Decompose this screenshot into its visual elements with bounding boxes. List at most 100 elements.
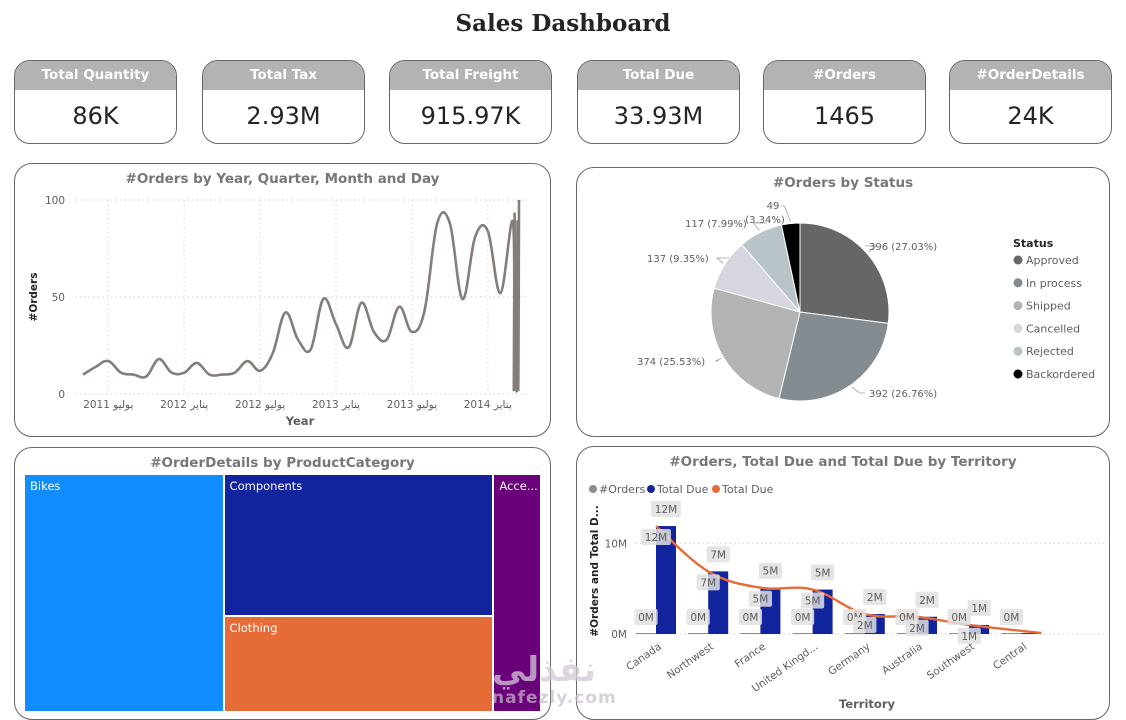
orders-data-label: 0M bbox=[690, 612, 706, 624]
y-tick-label: 10M bbox=[605, 538, 627, 550]
x-tick-label: Canada bbox=[624, 641, 664, 674]
territory-combo-chart[interactable]: #Orders Total Due Total Due 0M 10M Canada Nort… bbox=[577, 447, 1110, 720]
treemap-tile-clothing[interactable]: Clothing bbox=[224, 616, 493, 711]
treemap-title: #OrderDetails by ProductCategory bbox=[150, 455, 415, 471]
legend-item[interactable]: Total Due bbox=[656, 483, 709, 496]
orders-data-label: 0M bbox=[638, 612, 654, 624]
data-label-bg bbox=[905, 619, 929, 636]
data-label-bg bbox=[811, 564, 835, 581]
total-due-bar-label: 2M bbox=[867, 592, 883, 604]
kpi-label: Total Freight bbox=[390, 61, 551, 90]
pie-slice-shipped[interactable] bbox=[710, 287, 801, 400]
kpi-label: Total Tax bbox=[203, 61, 364, 90]
orders-by-date-panel[interactable]: #Orders by Year, Quarter, Month and Day … bbox=[14, 163, 551, 437]
combo-chart-title: #Orders, Total Due and Total Due by Terr… bbox=[669, 454, 1017, 470]
total-due-bar[interactable] bbox=[1021, 633, 1042, 634]
kpi-card-total-quantity[interactable]: Total Quantity 86K bbox=[14, 60, 177, 144]
kpi-label: Total Due bbox=[578, 61, 739, 90]
data-label-bg bbox=[915, 591, 939, 608]
kpi-card-total-tax[interactable]: Total Tax 2.93M bbox=[202, 60, 365, 144]
kpi-card-orderdetails[interactable]: #OrderDetails 24K bbox=[949, 60, 1112, 144]
kpi-value: 24K bbox=[1007, 102, 1054, 130]
orders-data-label: 0M bbox=[951, 612, 967, 624]
legend-marker-icon bbox=[1013, 255, 1023, 265]
kpi-label: #OrderDetails bbox=[950, 61, 1111, 90]
kpi-value: 2.93M bbox=[246, 102, 321, 130]
legend-item-backordered[interactable]: Backordered bbox=[1026, 368, 1095, 381]
legend-item-approved[interactable]: Approved bbox=[1026, 254, 1079, 267]
data-label-bg bbox=[947, 609, 971, 625]
data-label-bg bbox=[853, 617, 877, 634]
legend-marker-icon bbox=[1013, 346, 1023, 356]
data-label-bg bbox=[801, 592, 825, 609]
legend-item[interactable]: Total Due bbox=[721, 483, 774, 496]
legend-item-in-process[interactable]: In process bbox=[1026, 277, 1082, 290]
data-label-bg bbox=[641, 529, 671, 546]
legend-item-rejected[interactable]: Rejected bbox=[1026, 345, 1074, 358]
x-tick-label: Australia bbox=[880, 641, 925, 677]
leader-line bbox=[752, 222, 767, 231]
x-tick-label: France bbox=[733, 641, 768, 671]
legend-item-shipped[interactable]: Shipped bbox=[1026, 300, 1071, 313]
orders-bar bbox=[636, 633, 656, 634]
legend-item[interactable]: #Orders bbox=[599, 483, 645, 496]
leader-line bbox=[865, 245, 878, 253]
category-treemap[interactable]: Bikes Components Clothing Acce... bbox=[25, 475, 542, 713]
orders-due-by-territory-panel[interactable]: #Orders, Total Due and Total Due by Terr… bbox=[576, 446, 1110, 720]
total-due-bar[interactable] bbox=[656, 526, 676, 634]
orders-bar bbox=[740, 633, 761, 634]
legend-item-cancelled[interactable]: Cancelled bbox=[1026, 322, 1080, 335]
x-axis-title: Year bbox=[285, 414, 315, 428]
kpi-card-orders[interactable]: #Orders 1465 bbox=[763, 60, 926, 144]
total-due-line-label: 1M bbox=[961, 631, 977, 643]
data-label-bg bbox=[634, 609, 658, 625]
tile-label: Bikes bbox=[30, 479, 61, 493]
kpi-value: 1465 bbox=[813, 102, 876, 130]
y-tick-label: 100 bbox=[45, 195, 65, 207]
orders-pie-chart[interactable]: 396 (27.03%) 392 (26.76%) 374 (25.53%) 137 … bbox=[577, 168, 1110, 437]
treemap-tile-components[interactable]: Components bbox=[224, 475, 493, 615]
kpi-value: 33.93M bbox=[613, 102, 704, 130]
kpi-label: #Orders bbox=[764, 61, 925, 90]
orders-data-label: 0M bbox=[1004, 612, 1020, 624]
y-tick-label: 0M bbox=[611, 629, 627, 641]
legend-marker-icon bbox=[1013, 278, 1023, 288]
data-label-bg bbox=[651, 501, 681, 518]
data-label-bg bbox=[957, 627, 981, 644]
pie-slice-approved[interactable] bbox=[799, 222, 890, 324]
legend-marker-icon bbox=[1013, 323, 1023, 333]
orderdetails-by-category-panel[interactable]: #OrderDetails by ProductCategory Bikes Co… bbox=[14, 447, 551, 720]
orders-by-status-panel[interactable]: #Orders by Status 396 (27.03%) 392 (26.76… bbox=[576, 167, 1110, 437]
kpi-card-total-due[interactable]: Total Due 33.93M bbox=[577, 60, 740, 144]
orders-line-chart[interactable]: 0 50 100 يوليو 2011 يناير 2012 يوليو 2012 يناي… bbox=[15, 164, 551, 437]
tile-label: Acce... bbox=[499, 479, 538, 493]
total-due-line-label: 5M bbox=[753, 594, 769, 606]
total-due-line-label: 5M bbox=[805, 596, 821, 608]
pie-slice-backordered[interactable] bbox=[780, 222, 801, 313]
x-axis-title: Territory bbox=[839, 697, 895, 711]
x-tick-label: Southwest bbox=[925, 641, 977, 682]
treemap-tile-bikes[interactable]: Bikes bbox=[25, 475, 223, 711]
treemap-tile-accessories[interactable]: Acce... bbox=[494, 475, 540, 711]
x-tick-label: يناير 2012 bbox=[160, 399, 208, 411]
x-tick-label: يناير 2013 bbox=[312, 399, 360, 411]
leader-line bbox=[851, 386, 865, 394]
data-label-bg bbox=[967, 599, 991, 616]
orders-bar bbox=[792, 633, 813, 634]
slice-data-label: 396 (27.03%) bbox=[869, 242, 937, 253]
orders-series-line bbox=[82, 199, 521, 393]
legend-title: Status bbox=[1013, 237, 1054, 250]
total-due-bar-label: 5M bbox=[815, 568, 831, 580]
data-label-bg bbox=[863, 589, 887, 606]
x-tick-label: يناير 2014 bbox=[464, 399, 512, 411]
slice-data-label: 374 (25.53%) bbox=[637, 357, 705, 368]
tile-label: Components bbox=[229, 479, 303, 493]
orders-data-label: 0M bbox=[795, 612, 811, 624]
kpi-card-total-freight[interactable]: Total Freight 915.97K bbox=[389, 60, 552, 144]
dashboard-title: Sales Dashboard bbox=[455, 10, 671, 37]
pie-slice-in-process[interactable] bbox=[778, 311, 889, 402]
data-label-bg bbox=[999, 609, 1023, 625]
legend-marker-icon bbox=[647, 485, 655, 493]
legend-marker-icon bbox=[1013, 301, 1023, 311]
data-label-bg bbox=[791, 609, 815, 625]
